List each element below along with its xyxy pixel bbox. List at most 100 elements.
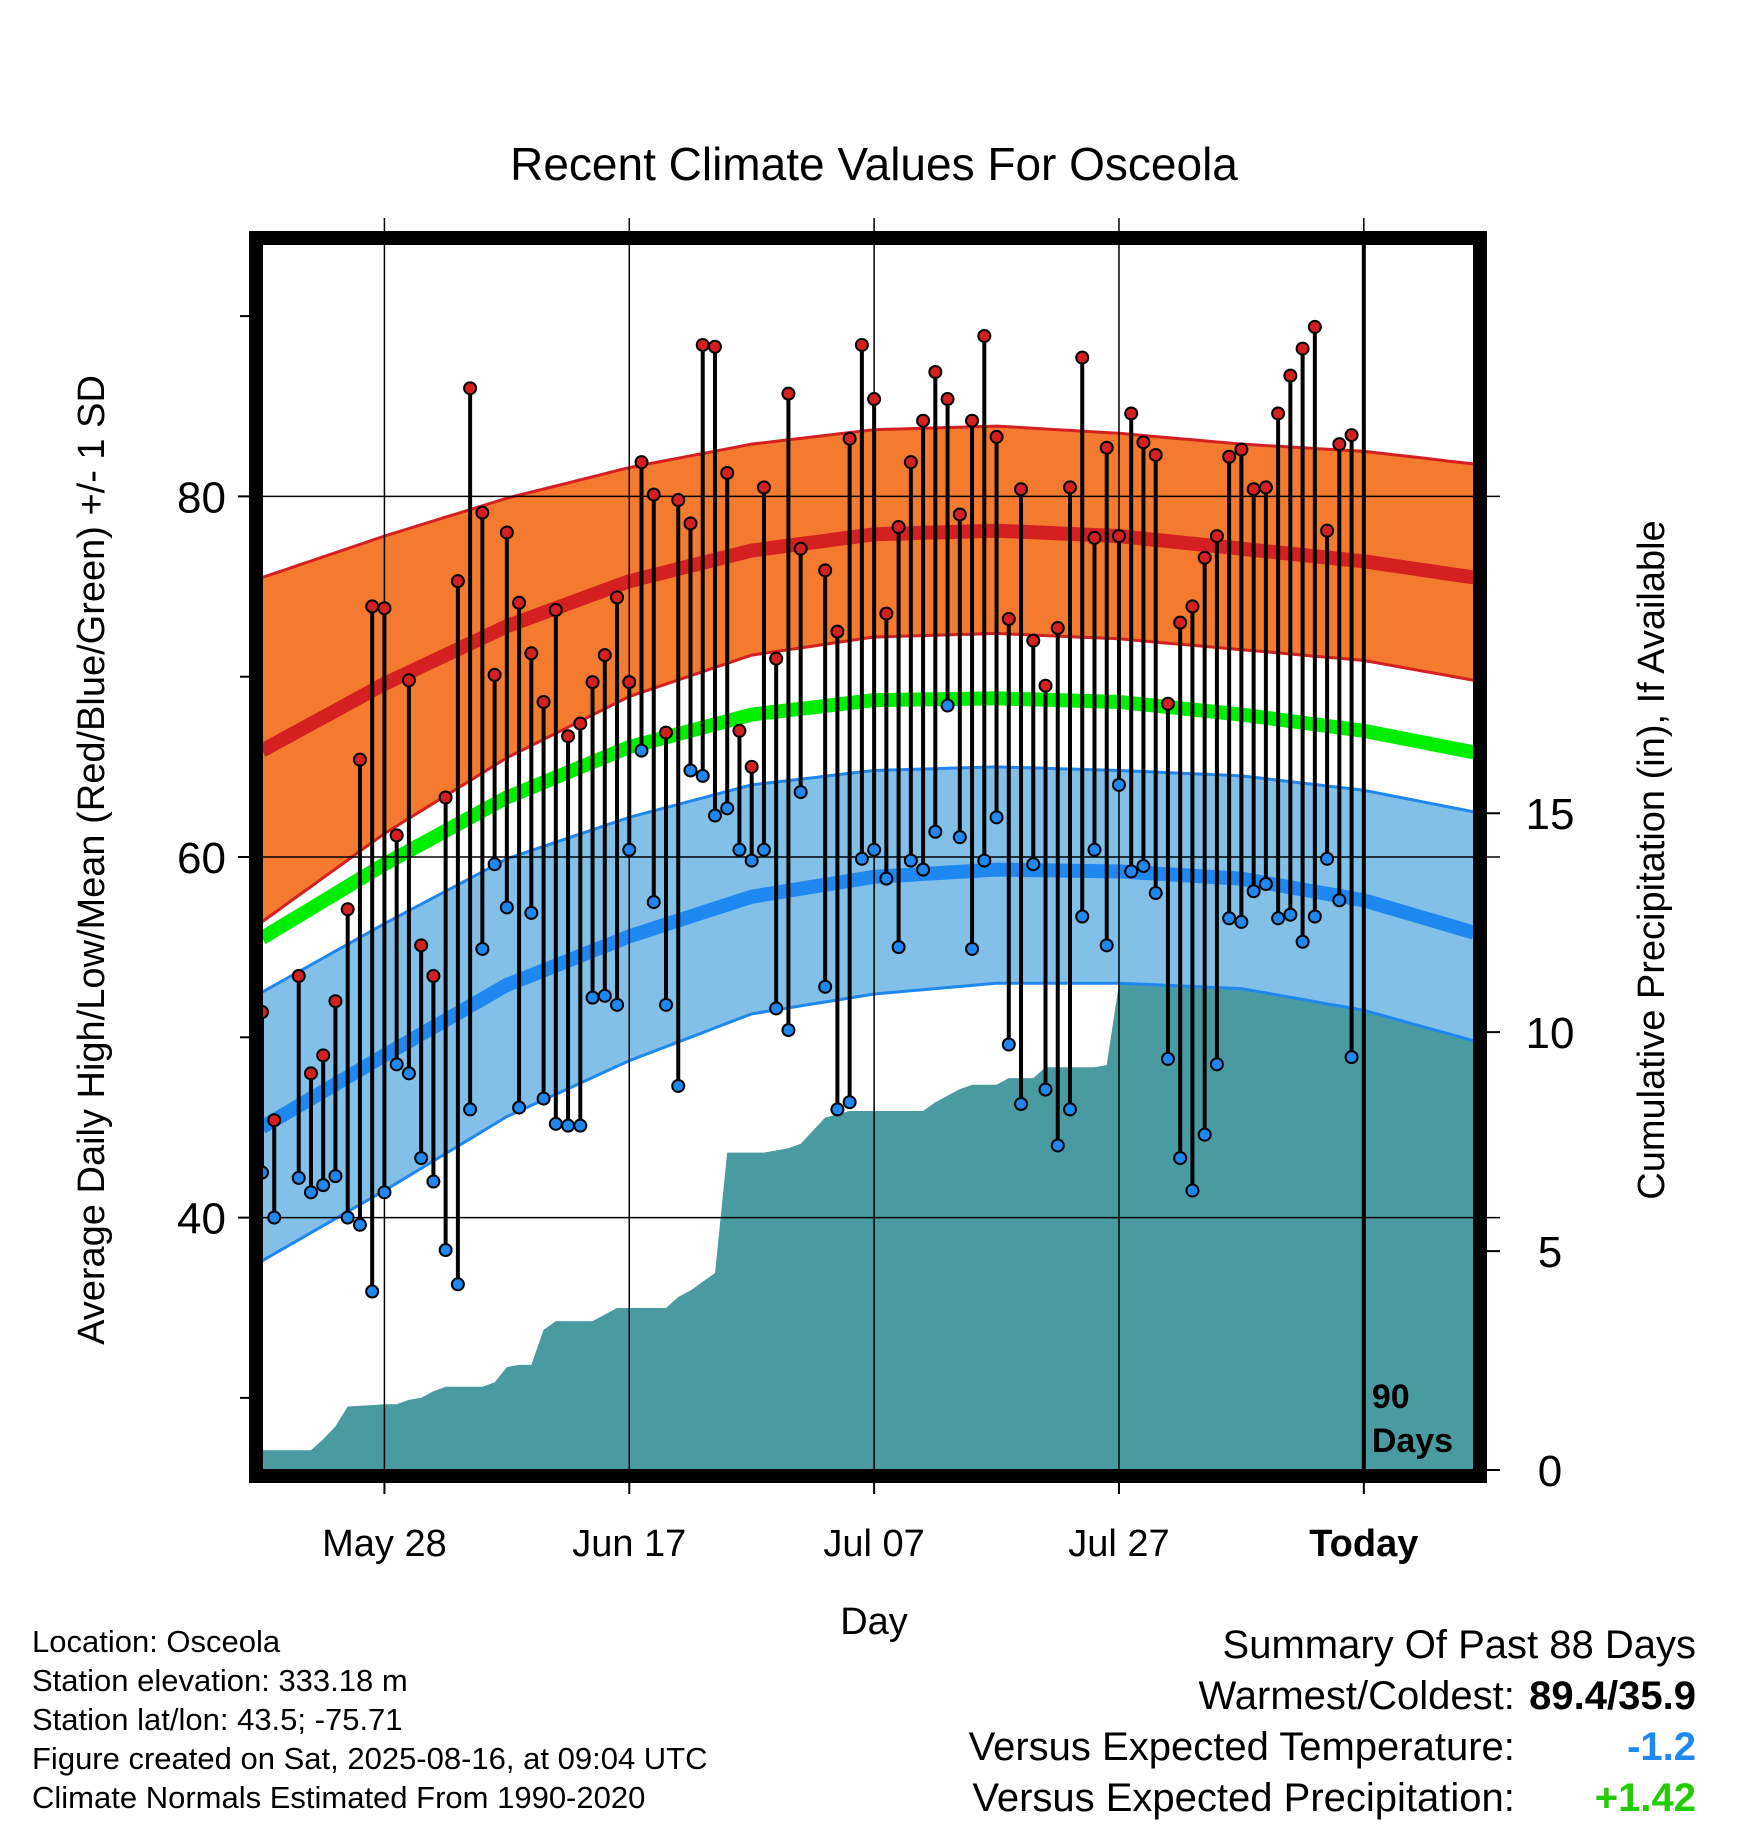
low-point xyxy=(744,853,759,868)
warm-cold-label: Warmest/Coldest: xyxy=(1198,1674,1515,1718)
high-point xyxy=(1111,529,1126,544)
high-point xyxy=(1173,615,1188,630)
temp-row: Versus Expected Temperature: -1.2 xyxy=(969,1722,1696,1773)
low-point xyxy=(903,853,918,868)
x-tick-label: May 28 xyxy=(322,1523,447,1565)
high-point xyxy=(401,673,416,688)
high-point xyxy=(524,646,539,661)
created-text: Figure created on Sat, 2025-08-16, at 09… xyxy=(32,1741,708,1776)
low-point xyxy=(536,1091,551,1106)
high-point xyxy=(267,1113,282,1128)
high-point xyxy=(1234,442,1249,457)
high-point xyxy=(389,828,404,843)
high-point xyxy=(438,790,453,805)
low-point xyxy=(1185,1183,1200,1198)
high-point xyxy=(659,725,673,740)
low-point xyxy=(683,763,698,778)
y2-tick-label: 5 xyxy=(1538,1228,1562,1277)
precip-label: Versus Expected Precipitation: xyxy=(972,1776,1515,1820)
low-point xyxy=(426,1174,441,1189)
low-point xyxy=(659,997,673,1012)
low-point xyxy=(1271,911,1286,926)
low-point xyxy=(377,1185,392,1200)
y-tick-label: 40 xyxy=(177,1195,226,1244)
high-mean-line xyxy=(258,523,1476,757)
high-point xyxy=(610,590,625,605)
high-point xyxy=(487,667,502,682)
low-point xyxy=(1209,1057,1224,1072)
high-point xyxy=(867,392,882,407)
low-point xyxy=(499,900,514,915)
high-point xyxy=(1160,696,1175,711)
low-sd-lower-edge xyxy=(261,981,1475,1263)
high-point xyxy=(1246,482,1261,497)
low-point xyxy=(671,1078,686,1093)
high-point xyxy=(744,759,759,774)
low-point xyxy=(989,810,1004,825)
high-point xyxy=(536,694,551,709)
x-axis-label: Day xyxy=(840,1601,908,1643)
low-point xyxy=(720,801,735,816)
low-point xyxy=(1136,859,1151,874)
y2-tick-label: 10 xyxy=(1526,1009,1575,1058)
y2-tick-label: 0 xyxy=(1538,1447,1562,1496)
low-point xyxy=(646,895,661,910)
low-point xyxy=(891,940,906,955)
low-point xyxy=(1222,911,1237,926)
x-tick-label: Jul 07 xyxy=(823,1523,924,1565)
low-point xyxy=(1050,1138,1065,1153)
low-sd-upper-edge xyxy=(261,765,1475,994)
high-point xyxy=(561,729,576,744)
high-point xyxy=(1075,350,1090,365)
high-point xyxy=(303,1066,318,1081)
high-point xyxy=(707,339,722,354)
low-point xyxy=(450,1277,465,1292)
high-point xyxy=(952,507,967,522)
low-point xyxy=(585,990,600,1005)
high-point xyxy=(1136,435,1151,450)
high-sd-band xyxy=(262,426,1474,922)
low-point xyxy=(524,905,539,920)
high-point xyxy=(891,520,906,535)
high-point xyxy=(1014,482,1029,497)
low-point xyxy=(707,808,722,823)
low-point xyxy=(291,1170,306,1185)
high-point xyxy=(1209,529,1224,544)
low-point xyxy=(977,853,992,868)
low-point xyxy=(1026,857,1041,872)
low-point xyxy=(1295,934,1310,949)
high-point xyxy=(352,752,367,767)
high-point xyxy=(1124,406,1139,421)
low-point xyxy=(1063,1102,1077,1117)
summary-panel: Summary Of Past 88 Days Warmest/Coldest:… xyxy=(969,1620,1696,1824)
high-point xyxy=(1026,633,1041,648)
high-point xyxy=(1197,550,1212,565)
high-point xyxy=(989,429,1004,444)
high-point xyxy=(1063,480,1077,495)
low-point xyxy=(316,1178,331,1193)
temp-label: Versus Expected Temperature: xyxy=(968,1725,1515,1769)
high-point xyxy=(499,525,514,540)
high-point xyxy=(1283,368,1298,383)
high-point xyxy=(512,595,527,610)
location-text: Location: Osceola xyxy=(32,1624,281,1659)
low-point xyxy=(365,1284,380,1299)
y2-tick-label: 15 xyxy=(1526,790,1575,839)
high-point xyxy=(1001,612,1016,627)
elevation-text: Station elevation: 333.18 m xyxy=(32,1663,408,1698)
high-point xyxy=(769,651,784,666)
low-point xyxy=(548,1116,563,1131)
high-sd-lower-edge xyxy=(261,631,1475,924)
high-point xyxy=(340,902,355,917)
low-point xyxy=(1283,907,1298,922)
high-point xyxy=(1320,523,1335,538)
low-point xyxy=(352,1217,367,1232)
high-point xyxy=(291,968,306,983)
high-point xyxy=(463,381,478,396)
low-point xyxy=(1307,909,1322,924)
high-point xyxy=(1185,599,1200,614)
low-point xyxy=(732,842,747,857)
low-point xyxy=(830,1102,845,1117)
high-point xyxy=(793,541,808,556)
